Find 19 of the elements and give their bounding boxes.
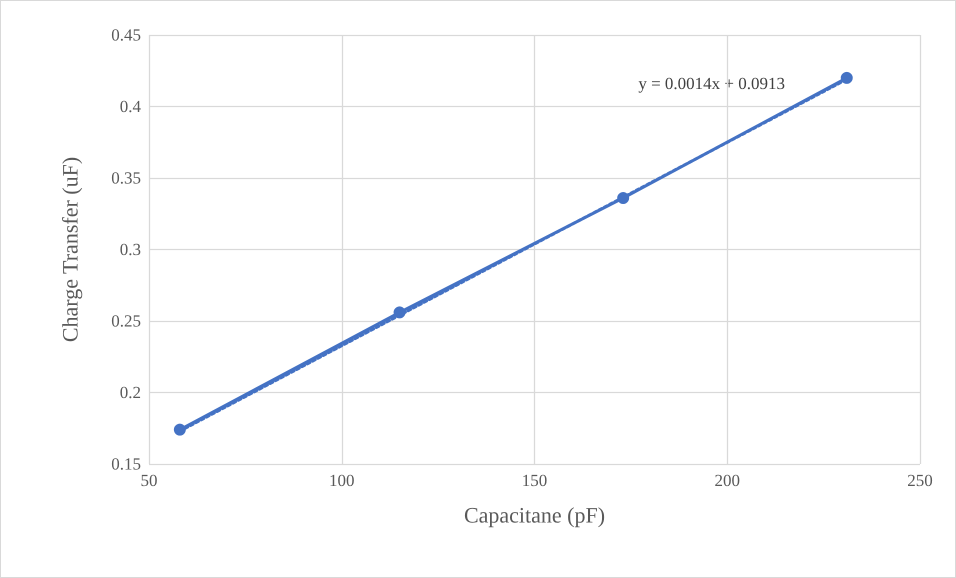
- y-tick-label: 0.45: [111, 26, 141, 44]
- y-tick-label: 0.15: [111, 454, 141, 474]
- y-tick-label: 0.25: [111, 312, 141, 330]
- y-tick-label: 0.35: [111, 168, 141, 188]
- x-tick-label: 100: [329, 471, 354, 490]
- point: [840, 72, 853, 84]
- y-tick-label: 0.2: [120, 383, 141, 402]
- x-tick-label: 250: [907, 471, 933, 490]
- point: [174, 424, 186, 436]
- x-tick-label: 150: [522, 471, 548, 490]
- y-axis-title: Charge Transfer (uF): [58, 156, 82, 342]
- y-tick-label: 0.4: [120, 97, 142, 116]
- annotation: y = 0.0014x + 0.0913: [638, 74, 786, 93]
- x-tick-label: 200: [714, 471, 740, 490]
- y-tick-label: 0.3: [120, 240, 141, 259]
- point: [394, 306, 406, 318]
- point: [617, 192, 630, 204]
- x-axis-title: Capacitane (pF): [464, 502, 606, 528]
- x-tick-label: 50: [140, 471, 158, 490]
